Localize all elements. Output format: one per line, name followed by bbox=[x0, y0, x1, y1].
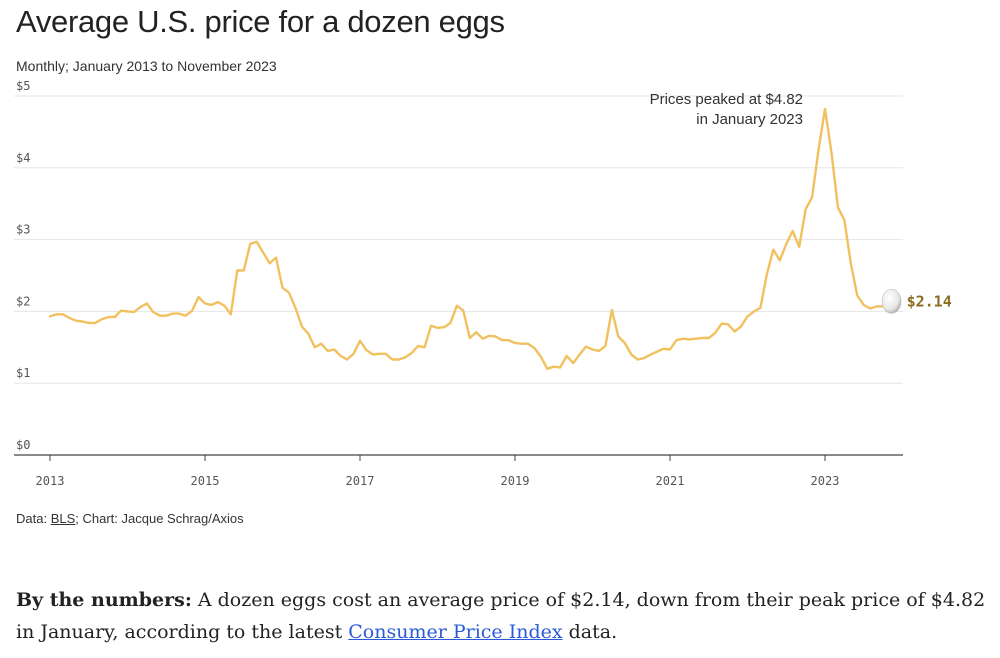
y-axis-ticks: $0 $1 $2 $3 $4 $5 bbox=[16, 80, 30, 452]
end-value-label: $2.14 bbox=[907, 292, 952, 310]
body-price-peak: $4.82 bbox=[930, 589, 986, 611]
body-text-3: in January, according to the latest bbox=[16, 621, 349, 643]
line-chart: $0 $1 $2 $3 $4 $5 2013 2015 2017 2019 2021 2023 $2… bbox=[14, 80, 952, 488]
x-tick-label: 2019 bbox=[501, 474, 530, 488]
y-tick-label: $1 bbox=[16, 366, 30, 380]
annotation-layer: Prices peaked at $4.82 in January 2023 bbox=[650, 91, 803, 128]
x-tick-label: 2021 bbox=[656, 474, 685, 488]
grid-lines bbox=[14, 95, 903, 456]
series-layer: $2.14 bbox=[48, 107, 952, 370]
body-price-now: $2.14 bbox=[570, 589, 625, 611]
y-tick-label: $0 bbox=[16, 438, 30, 452]
y-tick-label: $2 bbox=[16, 294, 30, 308]
egg-end-marker bbox=[881, 289, 902, 314]
credit-suffix: ; Chart: Jacque Schrag/Axios bbox=[75, 511, 244, 526]
credit-source-link[interactable]: BLS bbox=[50, 511, 76, 526]
body-text-4: data. bbox=[562, 621, 618, 643]
body-lead: By the numbers: bbox=[16, 589, 192, 611]
chart-subtitle: Monthly; January 2013 to November 2023 bbox=[16, 58, 277, 74]
x-tick-label: 2013 bbox=[36, 474, 65, 488]
body-text-2: , down from their peak price of bbox=[624, 589, 931, 611]
x-axis-ticks: 2013 2015 2017 2019 2021 2023 bbox=[36, 455, 840, 488]
peak-annotation-line1: Prices peaked at $4.82 bbox=[650, 91, 803, 108]
series-line bbox=[48, 107, 891, 370]
credit-prefix: Data: bbox=[16, 511, 51, 526]
body-text-1: A dozen eggs cost an average price of bbox=[191, 589, 571, 611]
peak-annotation-line2: in January 2023 bbox=[696, 111, 803, 128]
y-tick-label: $4 bbox=[16, 151, 30, 165]
x-tick-label: 2015 bbox=[191, 474, 220, 488]
body-paragraph: By the numbers: A dozen eggs cost an ave… bbox=[16, 584, 986, 648]
x-tick-label: 2017 bbox=[346, 474, 375, 488]
chart-credit: Data: BLS; Chart: Jacque Schrag/Axios bbox=[16, 511, 244, 526]
y-tick-label: $3 bbox=[16, 223, 30, 237]
x-tick-label: 2023 bbox=[811, 474, 840, 488]
cpi-link[interactable]: Consumer Price Index bbox=[348, 621, 563, 643]
y-tick-label: $5 bbox=[16, 80, 30, 93]
chart-title: Average U.S. price for a dozen eggs bbox=[16, 4, 505, 39]
